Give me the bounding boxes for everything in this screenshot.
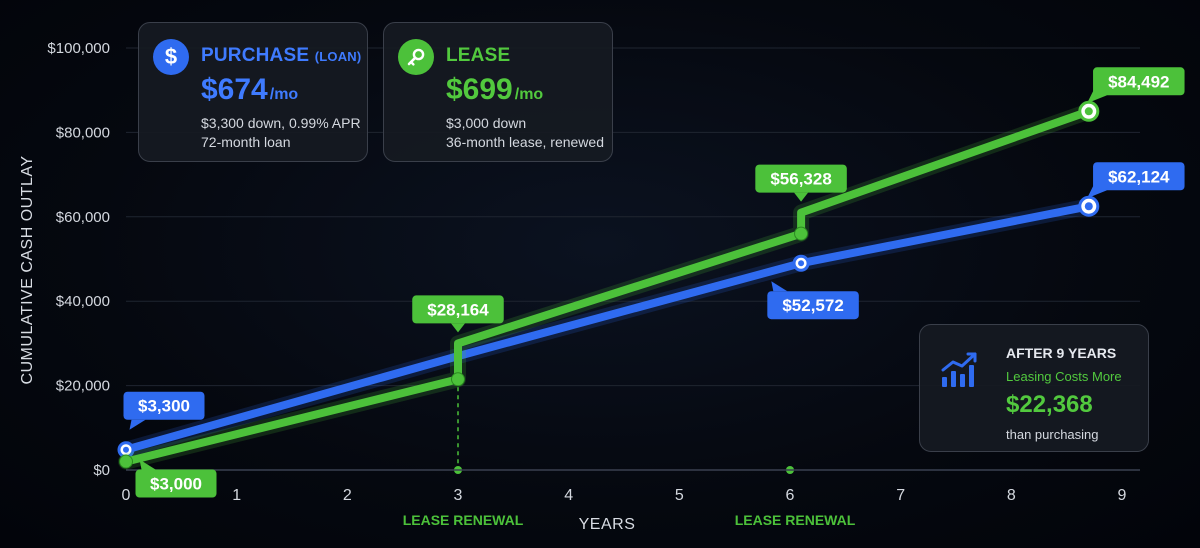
x-tick-label: 2 (343, 487, 352, 504)
callout-52572: $52,572 (767, 281, 859, 320)
y-tick-label: $40,000 (56, 293, 110, 310)
data-point (119, 454, 133, 469)
callout-box (412, 295, 504, 324)
lease-per: /mo (514, 86, 544, 103)
summary-amount: $22,368 (1006, 391, 1093, 418)
purchase-title-suffix: (LOAN) (314, 49, 362, 64)
callout-3300: $3,300 (123, 391, 205, 430)
renewal-label: LEASE RENEWAL (403, 512, 524, 528)
lease-price: $699 (446, 73, 513, 106)
summary-subheading: Leasing Costs More (1006, 369, 1122, 384)
data-point-core (1084, 107, 1093, 116)
purchase-card: $ PURCHASE (LOAN) $674/mo $3,300 down, 0… (138, 22, 368, 162)
lease-title: LEASE (446, 45, 511, 66)
data-point-core (123, 446, 129, 453)
purchase-line (122, 202, 1093, 454)
purchase-title: PURCHASE (201, 45, 310, 66)
summary-footer: than purchasing (1006, 427, 1099, 442)
data-point-core (798, 260, 805, 267)
lease-card: LEASE $699/mo $3,000 down 36-month lease… (383, 22, 613, 162)
x-tick-label: 1 (232, 487, 241, 504)
callout-box (755, 164, 847, 193)
y-axis-label: CUMULATIVE CASH OUTLAY (19, 155, 36, 384)
summary-card: AFTER 9 YEARS Leasing Costs More $22,368… (919, 324, 1149, 452)
dollar-icon: $ (153, 39, 189, 75)
lease-detail-2: 36-month lease, renewed (446, 134, 604, 150)
callout-text: $3,000 (150, 475, 202, 494)
renewal-label: LEASE RENEWAL (735, 512, 856, 528)
data-point (451, 372, 465, 387)
callout-pointer (129, 419, 146, 430)
callout-text: $52,572 (782, 296, 843, 315)
data-point-core (1084, 202, 1093, 211)
callout-pointer (451, 323, 465, 333)
callout-text: $3,300 (138, 397, 190, 416)
callout-pointer (139, 459, 156, 470)
purchase-detail-1: $3,300 down, 0.99% APR (201, 115, 361, 131)
x-tick-label: 4 (564, 487, 573, 504)
purchase-detail-2: 72-month loan (201, 134, 291, 150)
callout-pointer (794, 192, 809, 202)
lease-detail-1: $3,000 down (446, 115, 527, 131)
callout-3000: $3,000 (135, 459, 217, 498)
x-tick-label: 0 (122, 487, 131, 504)
x-tick-label: 7 (896, 487, 905, 504)
callout-step-28164: $28,164 (412, 295, 504, 333)
x-axis-label: YEARS (579, 516, 636, 533)
summary-heading: AFTER 9 YEARS (1006, 345, 1117, 361)
y-tick-label: $100,000 (47, 40, 110, 57)
data-point (794, 226, 809, 241)
callout-box (1093, 162, 1185, 191)
callout-pointer (1087, 91, 1108, 104)
callout-pointer (771, 281, 788, 292)
x-tick-label: 8 (1007, 487, 1016, 504)
callout-pointer (1087, 186, 1108, 199)
key-icon (398, 39, 434, 75)
callout-box (767, 291, 859, 320)
y-tick-label: $20,000 (56, 378, 110, 395)
y-tick-label: $0 (93, 462, 110, 479)
callout-box (135, 469, 217, 498)
x-tick-label: 5 (675, 487, 684, 504)
lease-line (122, 107, 1093, 466)
purchase-price: $674 (201, 73, 268, 106)
purchase-per: /mo (269, 86, 299, 103)
callout-box (123, 391, 205, 420)
y-tick-label: $80,000 (56, 124, 110, 141)
x-tick-label: 3 (454, 487, 463, 504)
callout-84492: $84,492 (1087, 67, 1185, 104)
callout-62124: $62,124 (1087, 162, 1185, 199)
callout-step-56328: $56,328 (755, 164, 847, 202)
callout-text: $62,124 (1108, 167, 1170, 186)
callout-box (1093, 67, 1185, 96)
x-tick-label: 6 (786, 487, 795, 504)
callout-text: $56,328 (770, 170, 831, 189)
callout-text: $84,492 (1108, 72, 1169, 91)
chart-growth-icon (940, 349, 980, 389)
callout-text: $28,164 (427, 300, 489, 319)
y-tick-label: $60,000 (56, 209, 110, 226)
x-tick-label: 9 (1118, 487, 1127, 504)
